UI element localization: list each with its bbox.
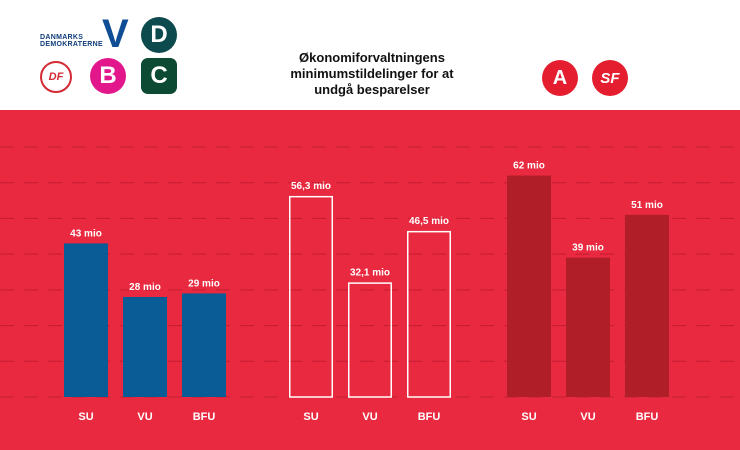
title-line-3: undgå besparelser — [314, 82, 430, 97]
danmarksdemokraterne-text-line1: DANMARKS — [40, 34, 84, 41]
b-logo-text: B — [99, 62, 117, 89]
category-label: BFU — [193, 411, 216, 423]
bar-su-group-1 — [64, 243, 108, 397]
a-logo: A — [542, 60, 578, 96]
data-label: 39 mio — [572, 243, 604, 254]
d-logo-text: D — [150, 21, 168, 48]
category-label: SU — [303, 411, 318, 423]
title-line-2: minimumstildelinger for at — [290, 66, 454, 81]
category-label: BFU — [418, 411, 441, 423]
data-label: 29 mio — [188, 278, 220, 289]
data-label: 62 mio — [513, 161, 545, 172]
data-label: 51 mio — [631, 200, 663, 211]
d-logo: D — [141, 17, 177, 53]
bar-bfu-group-2 — [407, 230, 451, 398]
danmarksdemokraterne-text-line2: DEMOKRATERNE — [40, 41, 103, 48]
data-label: 43 mio — [70, 228, 102, 239]
category-label: SU — [521, 411, 536, 423]
df-logo-text: DF — [48, 71, 64, 83]
bar-vu-group-1 — [123, 297, 167, 397]
header: DANMARKS DEMOKRATERNE DF V D B C Økonomi… — [0, 0, 740, 110]
data-label: 56,3 mio — [291, 181, 331, 192]
bar-su-group-3 — [507, 175, 551, 397]
title-line-1: Økonomiforvaltningens — [299, 50, 445, 65]
bar-bfu-group-3 — [625, 214, 669, 397]
data-label: 46,5 mio — [409, 216, 449, 227]
df-logo: DF — [40, 61, 72, 93]
sf-logo-text: SF — [600, 69, 620, 87]
v-logo: V — [102, 12, 129, 56]
category-label: BFU — [636, 411, 659, 423]
category-label: VU — [137, 411, 152, 423]
b-logo: B — [90, 58, 126, 94]
bar-su-group-2 — [289, 195, 333, 398]
category-label: SU — [78, 411, 93, 423]
a-logo-text: A — [552, 66, 568, 89]
data-label: 28 mio — [129, 282, 161, 293]
c-logo-text: C — [150, 62, 168, 89]
bar-vu-group-2 — [348, 282, 392, 398]
bar-vu-group-3 — [566, 257, 610, 397]
category-label: VU — [580, 411, 595, 423]
category-label: VU — [362, 411, 377, 423]
data-label: 32,1 mio — [350, 267, 390, 278]
c-logo: C — [141, 58, 177, 94]
danmarksdemokraterne-logo: DANMARKS DEMOKRATERNE — [40, 34, 103, 48]
chart-title: Økonomiforvaltningens minimumstildelinge… — [262, 50, 482, 98]
sf-logo: SF — [592, 60, 628, 96]
bar-bfu-group-1 — [182, 293, 226, 397]
